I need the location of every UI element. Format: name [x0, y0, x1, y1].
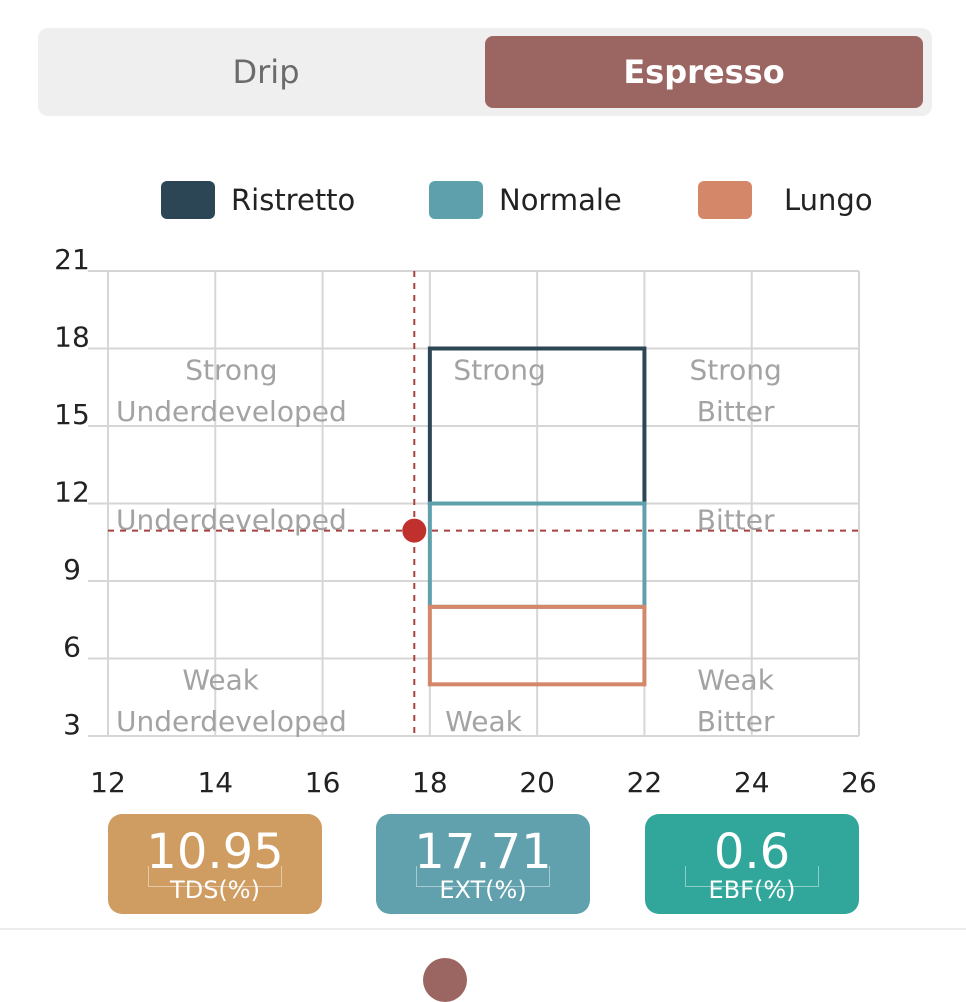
- brew-point: [402, 518, 427, 543]
- zone-label: Bitter: [697, 395, 775, 428]
- bottom-divider: [0, 928, 966, 930]
- ebf-label: EBF(%): [708, 876, 796, 904]
- x-tick-label: 26: [841, 766, 877, 799]
- legend-label-ristretto: Ristretto: [231, 183, 356, 217]
- legend-item-normale: Normale: [429, 180, 622, 220]
- tds-value-underline: [148, 866, 282, 887]
- ext-metric: 17.71 EXT(%): [376, 814, 590, 914]
- y-tick-label: 9: [63, 553, 81, 586]
- legend-label-normale: Normale: [499, 183, 622, 217]
- ext-value: 17.71: [414, 824, 552, 880]
- ebf-value: 0.6: [713, 824, 791, 880]
- zone-label: Weak: [182, 664, 259, 697]
- ebf-metric: 0.6 EBF(%): [645, 814, 859, 914]
- zone-label: Strong: [185, 354, 277, 387]
- tds-label: TDS(%): [170, 876, 260, 904]
- ebf-value-underline: [685, 866, 819, 887]
- ext-value-underline: [416, 866, 550, 887]
- y-tick-label: 18: [54, 321, 90, 354]
- brew-mode-toggle: Drip Espresso: [38, 28, 932, 116]
- y-tick-label: 21: [54, 243, 90, 276]
- legend-swatch-normale: [429, 181, 483, 219]
- zone-label: Strong: [453, 354, 545, 387]
- range-box-lungo: [427, 604, 647, 687]
- espresso-tab[interactable]: Espresso: [485, 36, 923, 108]
- zone-label: Underdeveloped: [116, 395, 347, 428]
- brew-control-chart: 12 14 16 18 20 22 24 26 3 6 9 12 15 18 21 Strong Underde…: [54, 243, 877, 799]
- legend-item-lungo: Lungo: [698, 180, 873, 220]
- tds-value: 10.95: [146, 824, 284, 880]
- bottom-handle[interactable]: [423, 958, 467, 1002]
- x-tick-label: 18: [412, 766, 448, 799]
- x-tick-label: 24: [734, 766, 770, 799]
- zone-label: Underdeveloped: [116, 705, 347, 738]
- chart-legend: Ristretto Normale Lungo: [0, 180, 966, 220]
- legend-swatch-lungo: [698, 181, 752, 219]
- x-tick-label: 22: [627, 766, 663, 799]
- x-tick-label: 16: [305, 766, 341, 799]
- tds-metric: 10.95 TDS(%): [108, 814, 322, 914]
- y-tick-label: 6: [63, 631, 81, 664]
- legend-item-ristretto: Ristretto: [161, 180, 355, 220]
- x-tick-label: 20: [519, 766, 555, 799]
- x-tick-label: 14: [197, 766, 233, 799]
- y-tick-label: 12: [54, 476, 90, 509]
- legend-swatch-ristretto: [161, 181, 215, 219]
- zone-label: Weak: [445, 705, 522, 738]
- zone-label: Bitter: [697, 705, 775, 738]
- drip-tab[interactable]: Drip: [232, 53, 300, 91]
- x-tick-label: 12: [90, 766, 126, 799]
- y-tick-label: 3: [63, 708, 81, 741]
- ext-label: EXT(%): [439, 876, 527, 904]
- zone-label: Strong: [689, 354, 781, 387]
- zone-label: Weak: [697, 664, 774, 697]
- y-tick-label: 15: [54, 398, 90, 431]
- legend-label-lungo: Lungo: [784, 183, 873, 217]
